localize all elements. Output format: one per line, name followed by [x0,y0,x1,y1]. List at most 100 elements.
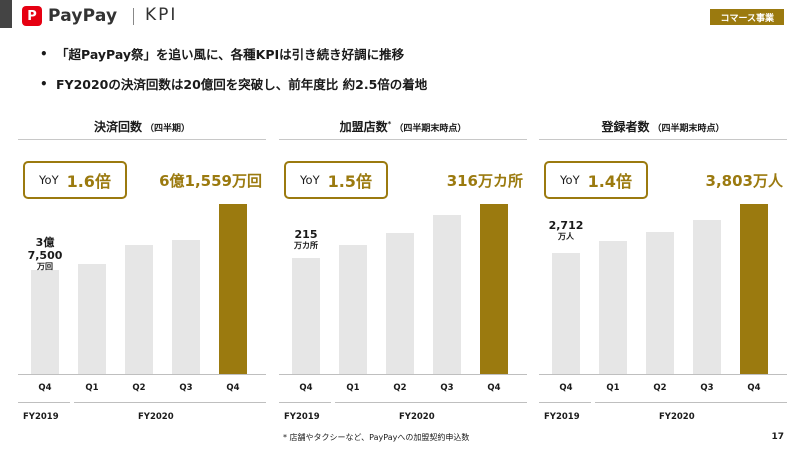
period-label-fy2020: FY2020 [399,412,435,422]
paypay-logo-icon: P [22,6,42,26]
x-tick-label: Q4 [487,383,501,393]
chart-title-underline [539,139,787,140]
period-label-fy2019: FY2019 [544,412,580,422]
chart-title-sub: （四半期末時点） [394,124,467,134]
paypay-logo-text: PayPay [48,6,118,26]
period-divider [595,402,787,403]
chart-bar [433,215,461,374]
x-axis-ticks: Q4 Q1 Q2 Q3 Q4 [279,383,527,397]
first-value-number: 215 [294,228,318,241]
chart-title: 登録者数 （四半期末時点） [539,118,787,135]
x-tick-label: Q1 [346,383,360,393]
first-value-unit: 万カ所 [294,241,318,251]
header-divider [133,8,134,25]
first-value-label: 3億7,500 万回 [23,236,67,272]
bullet-dot-icon: • [40,76,48,91]
yoy-label: YoY [560,173,580,187]
chart-bar [78,264,106,374]
x-tick-label: Q4 [559,383,573,393]
x-axis-ticks: Q4 Q1 Q2 Q3 Q4 [18,383,266,397]
kpi-panel-users: 登録者数 （四半期末時点） YoY 1.4倍 3,803万人 2,712 万人 Q4 Q1 Q2 Q… [539,118,787,438]
latest-value-label: 6億1,559万回 [159,172,262,190]
yoy-box: YoY 1.6倍 [23,161,127,199]
kpi-panel-transactions: 決済回数 （四半期） YoY 1.6倍 6億1,559万回 3億7,500 万回 Q4 Q1 Q2… [18,118,266,438]
chart-bar [125,245,153,374]
bar-chart [539,204,787,375]
x-tick-label: Q1 [606,383,620,393]
chart-bar [386,233,414,374]
yoy-box: YoY 1.4倍 [544,161,648,199]
first-value-unit: 万人 [558,232,574,242]
bar-chart [18,204,266,375]
header-accent-bar [0,0,12,28]
yoy-value: 1.6倍 [66,172,111,191]
x-tick-label: Q3 [179,383,193,393]
latest-value-label: 3,803万人 [705,172,783,190]
x-tick-label: Q3 [440,383,454,393]
kpi-panel-merchants: 加盟店数* （四半期末時点） YoY 1.5倍 316万カ所 215 万カ所 Q4 Q1 Q2 Q3… [279,118,527,438]
period-divider [539,402,591,403]
chart-title: 決済回数 （四半期） [18,118,266,135]
period-label-fy2019: FY2019 [284,412,320,422]
x-tick-label: Q4 [38,383,52,393]
x-tick-label: Q4 [299,383,313,393]
x-tick-label: Q4 [747,383,761,393]
period-divider [335,402,527,403]
period-label-fy2020: FY2020 [138,412,174,422]
category-badge: コマース事業 [710,9,784,25]
chart-bar [693,220,721,374]
chart-bar [172,240,200,374]
yoy-value: 1.4倍 [587,172,632,191]
x-tick-label: Q1 [85,383,99,393]
chart-bar [219,204,247,374]
yoy-label: YoY [300,173,320,187]
bullet-text: FY2020の決済回数は20億回を突破し、前年度比 約2.5倍の着地 [56,77,428,92]
bullet-item: • 「超PayPay祭」を追い風に、各種KPIは引き続き好調に推移 [40,44,404,63]
period-divider [279,402,331,403]
chart-bar [646,232,674,374]
chart-title: 加盟店数* （四半期末時点） [279,118,527,135]
x-tick-label: Q4 [226,383,240,393]
x-tick-label: Q3 [700,383,714,393]
first-value-number: 2,712 [548,219,584,232]
chart-bar [292,258,320,374]
chart-bar [31,270,59,374]
yoy-label: YoY [39,173,59,187]
yoy-value: 1.5倍 [327,172,372,191]
first-value-number: 3億7,500 [27,236,63,263]
chart-bar [339,245,367,374]
x-tick-label: Q2 [393,383,407,393]
x-tick-label: Q2 [132,383,146,393]
chart-bar [480,204,508,374]
first-value-label: 215 万カ所 [284,228,328,251]
period-label-fy2020: FY2020 [659,412,695,422]
first-value-unit: 万回 [37,262,53,272]
yoy-box: YoY 1.5倍 [284,161,388,199]
chart-title-main: 登録者数 [601,120,650,134]
bar-chart [279,204,527,375]
chart-title-sub: （四半期末時点） [652,124,725,134]
footnote: * 店舗やタクシーなど、PayPayへの加盟契約申込数 [283,433,470,442]
chart-title-sub: （四半期） [145,124,191,134]
chart-title-main: 加盟店数 [339,120,388,134]
paypay-logo: P PayPay [22,5,117,27]
bullet-text: 「超PayPay祭」を追い風に、各種KPIは引き続き好調に推移 [56,47,405,62]
bullet-dot-icon: • [40,46,48,61]
chart-bar [740,204,768,374]
chart-title-underline [18,139,266,140]
page-title: KPI [145,5,178,25]
period-divider [18,402,70,403]
chart-bar [552,253,580,374]
first-value-label: 2,712 万人 [544,219,588,242]
period-divider [74,402,266,403]
chart-title-main: 決済回数 [93,120,142,134]
latest-value-label: 316万カ所 [446,172,523,190]
chart-title-underline [279,139,527,140]
x-axis-ticks: Q4 Q1 Q2 Q3 Q4 [539,383,787,397]
bullet-item: • FY2020の決済回数は20億回を突破し、前年度比 約2.5倍の着地 [40,74,427,93]
period-label-fy2019: FY2019 [23,412,59,422]
page-number: 17 [771,432,784,442]
x-tick-label: Q2 [653,383,667,393]
chart-title-footnote-mark: * [387,120,392,128]
chart-bar [599,241,627,374]
